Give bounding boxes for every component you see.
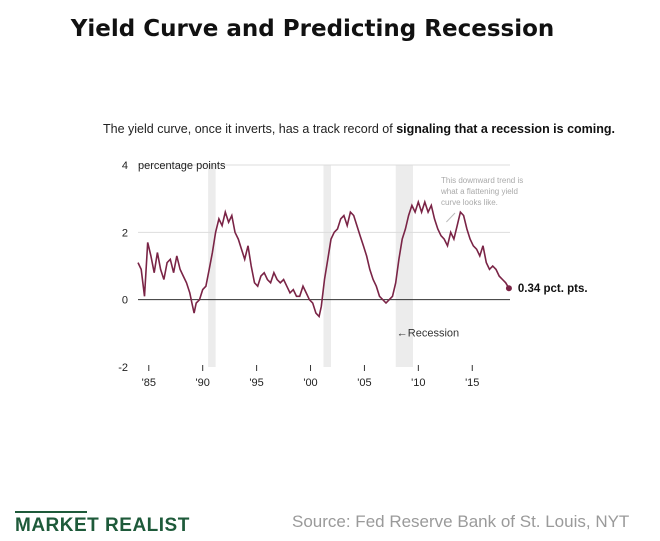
last-value-label: 0.34 pct. pts.	[518, 283, 588, 295]
brand-underline	[15, 511, 87, 513]
y-tick-label: 2	[122, 227, 128, 239]
x-tick-label: '90	[196, 377, 210, 389]
chart-subtitle: The yield curve, once it inverts, has a …	[103, 122, 615, 136]
grid-lines: -2 0 2 4	[118, 160, 510, 374]
subtitle-text: The yield curve, once it inverts, has a …	[103, 122, 397, 136]
x-tick-label: '95	[249, 377, 263, 389]
last-value-marker	[505, 285, 512, 292]
recession-band	[208, 165, 216, 367]
x-tick-label: '05	[357, 377, 371, 389]
x-tick-label: '85	[142, 377, 156, 389]
trend-note-arrow	[446, 212, 456, 223]
trend-note: This downward trend is what a flattening …	[440, 176, 523, 223]
recession-bands	[208, 165, 413, 367]
x-tick-label: '00	[303, 377, 317, 389]
y-axis-label: percentage points	[138, 160, 226, 172]
x-tick-label: '10	[411, 377, 425, 389]
recession-label: ←Recession	[397, 328, 459, 340]
trend-note-line: This downward trend is	[441, 176, 523, 185]
yield-spread-line	[137, 199, 510, 319]
brand-logo: MARKET REALIST	[15, 515, 190, 536]
trend-note-line: what a flattening yield	[440, 187, 518, 196]
x-tick-label: '15	[465, 377, 479, 389]
y-tick-label: -2	[118, 362, 128, 374]
chart-title: Yield Curve and Predicting Recession	[70, 16, 555, 42]
y-tick-label: 0	[122, 295, 128, 307]
source-note: Source: Fed Reserve Bank of St. Louis, N…	[292, 512, 630, 531]
trend-note-line: curve looks like.	[441, 198, 498, 207]
y-tick-label: 4	[122, 160, 128, 172]
yield-curve-chart: -2 0 2 4 '85 '90 '95 '00 '05 '10 '15 0.34 pct. pt…	[118, 160, 588, 389]
axes: '85 '90 '95 '00 '05 '10 '15	[138, 299, 510, 389]
subtitle-emphasis: signaling that a recession is coming.	[396, 122, 615, 136]
